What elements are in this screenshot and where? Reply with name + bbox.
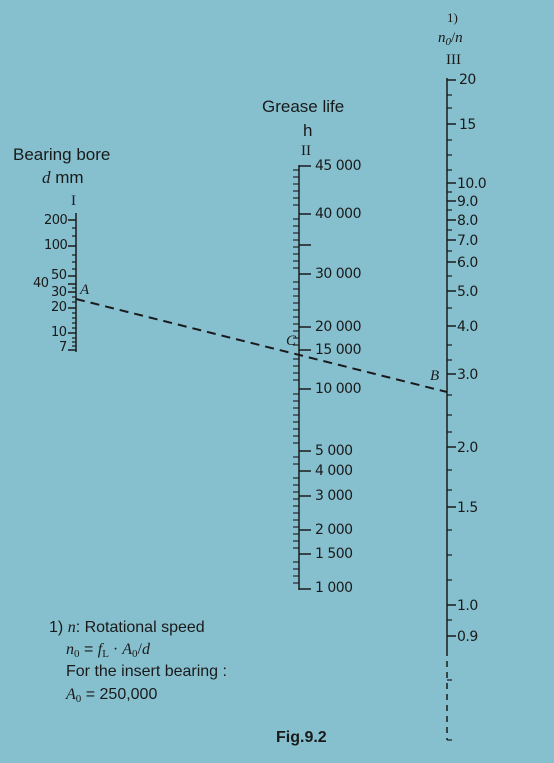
scale-I-tick-label: 100 [44,238,68,253]
scale-II-tick-label: 2 000 [315,522,353,538]
point-B-label: B [430,368,440,384]
scale-III-tick-label: 4.0 [457,319,478,335]
scale-I-tick-label: 10 [51,325,67,340]
formula-A: A [122,641,133,658]
formula-eq: = [79,641,98,658]
scale-II-title: Grease life [262,97,345,116]
scale-III-roman: III [446,52,461,68]
scale-III-tick-label: 0.9 [457,629,478,645]
scale-III-axis [446,78,456,741]
footnote-line-1: 1) n: Rotational speed [49,619,205,637]
scale-II-tick-label: 1 000 [315,580,353,596]
scale-III-variable-num: n [438,30,446,46]
scale-II-tick-label: 5 000 [315,443,353,459]
scale-I-unit: mm [55,168,84,187]
scale-III-tick-label: 2.0 [457,440,478,456]
scale-III-tick-label: 3.0 [457,367,478,383]
scale-I-tick-label: 7 [59,340,67,355]
scale-III-tick-label: 10.0 [457,176,487,192]
formula-d: d [141,641,150,658]
formula-lhs-sub: 0 [74,648,80,660]
scale-III-variable-sub: 0 [445,36,452,48]
scale-III-tick-label: 9.0 [457,194,478,210]
scale-II-tick-label: 4 000 [315,463,353,479]
scale-III-tick-label: 7.0 [457,233,478,249]
scale-II-tick-label: 45 000 [315,158,362,174]
scale-II-tick-label: 30 000 [315,266,362,282]
scale-I-variable: d mm [42,168,84,188]
scale-III-variable: n0/n [438,30,463,48]
scale-I-axis [68,213,77,352]
scale-II-tick-label: 15 000 [315,342,362,358]
scale-I-tick-label: 40 [33,276,49,291]
scale-III-tick-label: 5.0 [457,284,478,300]
scale-I-roman: I [71,193,76,209]
scale-III-tick-label: 8.0 [457,213,478,229]
formula-f: f [97,641,103,658]
footnote-a0-line: A0 = 250,000 [66,686,157,705]
scale-III-tick-label: 6.0 [457,255,478,271]
scale-II-tick-label: 20 000 [315,319,362,335]
scale-I-tick-label: 50 [51,268,67,283]
formula-slash: / [137,641,142,658]
scale-III-variable-den: n [455,30,463,46]
scale-III-tick-label: 1.5 [457,500,478,516]
scale-III-footnote-ref: 1) [447,10,458,25]
formula-A-sub: 0 [132,648,138,660]
point-C-label: C [286,333,297,349]
scale-II-unit: h [303,121,313,140]
scale-III-tick-label: 1.0 [457,598,478,614]
scale-II-tick-label: 3 000 [315,488,353,504]
footnote-n-symbol: n [67,619,76,636]
a0-symbol: A [66,686,76,703]
formula-lhs: n [66,641,74,658]
scale-II-tick-label: 10 000 [315,381,362,397]
scale-I-title: Bearing bore [13,145,111,164]
scale-III-tick-label: 15 [459,117,476,133]
point-A-label: A [80,282,90,298]
footnote-marker: 1) [49,619,64,636]
footnote-n-text: : Rotational speed [75,619,205,636]
scale-I-tick-label: 30 [51,285,67,300]
scale-II-tick-label: 1 500 [315,546,353,562]
scale-II-roman: II [301,143,311,159]
scale-I-tick-label: 20 [51,300,67,315]
scale-II-axis [293,165,311,590]
footnote-formula: n0 = fL · A0/d [66,641,150,660]
footnote-insert-text: For the insert bearing : [66,663,227,680]
a0-sub: 0 [75,693,82,705]
scale-III-tick-label: 20 [459,72,476,88]
formula-dot: · [108,641,123,658]
figure-label: Fig.9.2 [276,729,327,746]
scale-I-tick-label: 200 [44,213,68,228]
isopleth-dashed-line [75,298,448,393]
formula-f-sub: L [102,648,109,660]
a0-value: = 250,000 [81,686,158,703]
scale-II-tick-label: 40 000 [315,206,362,222]
scale-I-variable-symbol: d [42,168,51,187]
